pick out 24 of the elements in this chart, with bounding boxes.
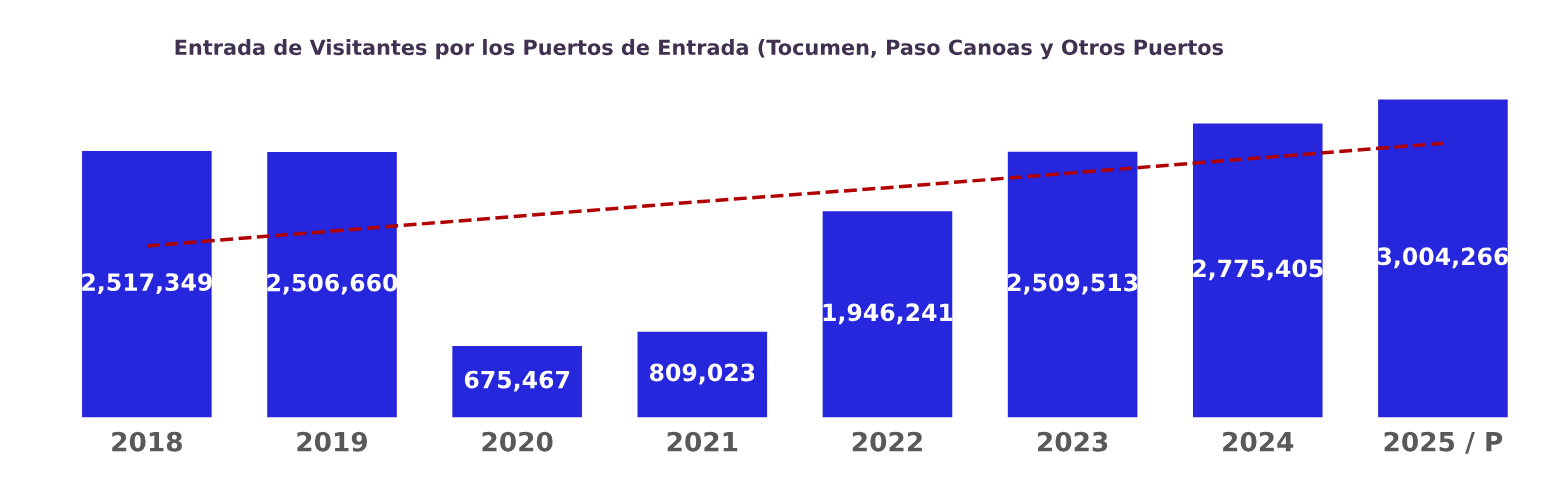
x-tick-label: 2025 / P <box>1384 431 1503 454</box>
x-tick-label: 2018 <box>112 431 182 452</box>
chart-title: Entrada de Visitantes por los Puertos de Entrada (Tocumen, Paso Canoas y Otros Puertos <box>175 39 1223 60</box>
bar <box>637 331 768 418</box>
data-label: 809,023 <box>649 363 755 385</box>
bar <box>1007 151 1138 418</box>
x-tick-label: 2023 <box>1037 431 1108 452</box>
bar <box>822 211 953 418</box>
data-label: 2,775,405 <box>1193 259 1323 281</box>
x-tick-label: 2024 <box>1223 431 1294 452</box>
data-label: 2,509,513 <box>1008 273 1138 295</box>
data-label: 2,517,349 <box>82 273 212 295</box>
x-tick-label: 2021 <box>667 431 738 452</box>
bar <box>452 345 582 418</box>
bar <box>1192 123 1323 418</box>
bar <box>82 150 212 418</box>
x-tick-label: 2020 <box>482 431 553 452</box>
x-tick-label: 2019 <box>297 431 368 452</box>
data-label: 3,004,266 <box>1378 247 1509 269</box>
bar <box>1378 99 1508 418</box>
x-tick-label: 2022 <box>852 431 922 452</box>
bar <box>267 152 397 418</box>
data-label: 675,467 <box>464 370 570 392</box>
data-label: 2,506,660 <box>267 273 398 295</box>
